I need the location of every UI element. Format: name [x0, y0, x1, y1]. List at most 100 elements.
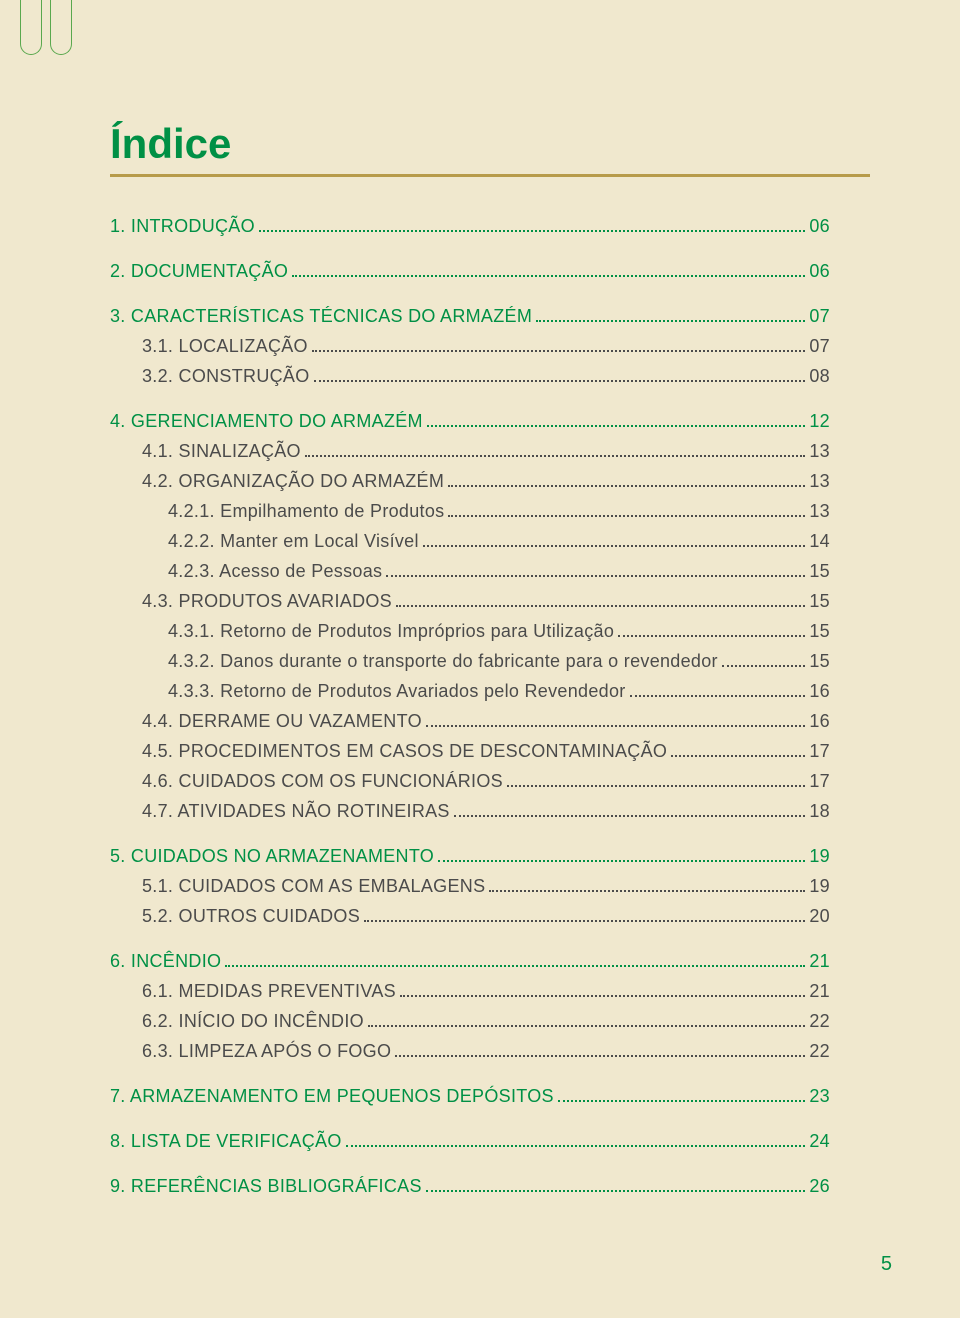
toc-leader-dots: [426, 1179, 806, 1193]
toc-subentry: 4.4. DERRAME OU VAZAMENTO 16: [110, 708, 830, 735]
toc-label: 4.3.2. Danos durante o transporte do fab…: [168, 648, 718, 675]
toc-page: 15: [809, 558, 830, 585]
toc-leader-dots: [426, 714, 805, 728]
toc-leader-dots: [722, 654, 806, 668]
toc-page: 12: [809, 408, 830, 435]
toc-page: 13: [809, 468, 830, 495]
toc-subentry: 4.2.1. Empilhamento de Produtos 13: [110, 498, 830, 525]
toc-leader-dots: [314, 369, 806, 383]
toc-label: 6.1. MEDIDAS PREVENTIVAS: [142, 978, 396, 1005]
toc-label: 4.2. ORGANIZAÇÃO DO ARMAZÉM: [142, 468, 444, 495]
toc-leader-dots: [312, 339, 806, 353]
toc-leader-dots: [438, 849, 805, 863]
toc-page: 22: [809, 1008, 830, 1035]
toc-leader-dots: [489, 879, 805, 893]
toc-page: 13: [809, 498, 830, 525]
toc-section: 1. INTRODUÇÃO 06: [110, 213, 830, 240]
toc-page: 07: [809, 303, 830, 330]
toc-page: 24: [809, 1128, 830, 1155]
toc-leader-dots: [671, 744, 805, 758]
toc-page: 16: [809, 678, 830, 705]
toc-label: 6.2. INÍCIO DO INCÊNDIO: [142, 1008, 364, 1035]
toc-label: 3. CARACTERÍSTICAS TÉCNICAS DO ARMAZÉM: [110, 303, 532, 330]
toc-label: 4. GERENCIAMENTO DO ARMAZÉM: [110, 408, 423, 435]
toc-subentry: 4.3.1. Retorno de Produtos Impróprios pa…: [110, 618, 830, 645]
toc-page: 06: [809, 258, 830, 285]
toc-leader-dots: [305, 444, 806, 458]
toc-page: 08: [809, 363, 830, 390]
toc-subentry: 4.2.2. Manter em Local Visível 14: [110, 528, 830, 555]
toc-label: 9. REFERÊNCIAS BIBLIOGRÁFICAS: [110, 1173, 422, 1200]
toc-leader-dots: [448, 474, 805, 488]
toc-label: 5.2. OUTROS CUIDADOS: [142, 903, 360, 930]
toc-label: 6.3. LIMPEZA APÓS O FOGO: [142, 1038, 391, 1065]
toc-subentry: 3.2. CONSTRUÇÃO08: [110, 363, 830, 390]
toc-leader-dots: [386, 564, 805, 578]
toc-leader-dots: [427, 414, 806, 428]
toc-label: 1. INTRODUÇÃO: [110, 213, 255, 240]
toc-subentry: 4.1. SINALIZAÇÃO13: [110, 438, 830, 465]
toc-label: 6. INCÊNDIO: [110, 948, 221, 975]
toc-section: 7. ARMAZENAMENTO EM PEQUENOS DEPÓSITOS23: [110, 1083, 830, 1110]
toc-label: 4.2.1. Empilhamento de Produtos: [168, 498, 444, 525]
toc-leader-dots: [558, 1089, 806, 1103]
page-number: 5: [881, 1253, 892, 1276]
toc-label: 4.5. PROCEDIMENTOS EM CASOS DE DESCONTAM…: [142, 738, 667, 765]
toc-leader-dots: [396, 594, 805, 608]
toc-page: 16: [809, 708, 830, 735]
toc-subentry: 3.1. LOCALIZAÇÃO07: [110, 333, 830, 360]
toc-leader-dots: [400, 984, 805, 998]
toc-label: 4.1. SINALIZAÇÃO: [142, 438, 301, 465]
toc-leader-dots: [423, 534, 806, 548]
toc-section: 2. DOCUMENTAÇÃO 06: [110, 258, 830, 285]
toc-leader-dots: [618, 624, 805, 638]
toc-subentry: 6.3. LIMPEZA APÓS O FOGO 22: [110, 1038, 830, 1065]
toc-section: 6. INCÊNDIO 21: [110, 948, 830, 975]
toc-leader-dots: [368, 1014, 805, 1028]
toc-page: 17: [809, 738, 830, 765]
toc-leader-dots: [259, 219, 805, 233]
toc-subentry: 5.1. CUIDADOS COM AS EMBALAGENS 19: [110, 873, 830, 900]
toc-subentry: 4.7. ATIVIDADES NÃO ROTINEIRAS 18: [110, 798, 830, 825]
toc-page: 21: [809, 978, 830, 1005]
toc-page: 19: [809, 843, 830, 870]
toc-page: 19: [809, 873, 830, 900]
toc-page: 14: [809, 528, 830, 555]
toc-leader-dots: [292, 264, 805, 278]
title-underline: [110, 174, 870, 177]
toc-page: 22: [809, 1038, 830, 1065]
toc-subentry: 4.3. PRODUTOS AVARIADOS15: [110, 588, 830, 615]
toc-page: 15: [809, 648, 830, 675]
toc-label: 7. ARMAZENAMENTO EM PEQUENOS DEPÓSITOS: [110, 1083, 554, 1110]
toc-leader-dots: [448, 504, 805, 518]
toc-subentry: 4.5. PROCEDIMENTOS EM CASOS DE DESCONTAM…: [110, 738, 830, 765]
toc-page: 21: [809, 948, 830, 975]
toc-label: 4.3.1. Retorno de Produtos Impróprios pa…: [168, 618, 614, 645]
toc-page: 06: [809, 213, 830, 240]
toc-label: 4.3. PRODUTOS AVARIADOS: [142, 588, 392, 615]
toc-subentry: 6.2. INÍCIO DO INCÊNDIO 22: [110, 1008, 830, 1035]
toc-label: 4.6. CUIDADOS COM OS FUNCIONÁRIOS: [142, 768, 503, 795]
toc-leader-dots: [630, 684, 806, 698]
toc-section: 8. LISTA DE VERIFICAÇÃO 24: [110, 1128, 830, 1155]
toc-leader-dots: [454, 804, 806, 818]
toc-label: 4.7. ATIVIDADES NÃO ROTINEIRAS: [142, 798, 450, 825]
toc-section: 4. GERENCIAMENTO DO ARMAZÉM 12: [110, 408, 830, 435]
toc-leader-dots: [346, 1134, 806, 1148]
toc-label: 5.1. CUIDADOS COM AS EMBALAGENS: [142, 873, 485, 900]
toc-label: 4.4. DERRAME OU VAZAMENTO: [142, 708, 422, 735]
toc-leader-dots: [364, 909, 805, 923]
toc-page: 20: [809, 903, 830, 930]
toc-page: 18: [809, 798, 830, 825]
tab-shape: [20, 0, 42, 55]
toc-subentry: 5.2. OUTROS CUIDADOS 20: [110, 903, 830, 930]
toc-section: 5. CUIDADOS NO ARMAZENAMENTO19: [110, 843, 830, 870]
toc-label: 2. DOCUMENTAÇÃO: [110, 258, 288, 285]
toc-page: 17: [809, 768, 830, 795]
toc-page: 26: [809, 1173, 830, 1200]
toc-list: 1. INTRODUÇÃO 06 2. DOCUMENTAÇÃO 06 3. CARAC…: [110, 213, 830, 1200]
toc-label: 3.1. LOCALIZAÇÃO: [142, 333, 308, 360]
page-content: Índice 1. INTRODUÇÃO062. DOCUMENTAÇÃO063…: [110, 120, 830, 1203]
toc-label: 8. LISTA DE VERIFICAÇÃO: [110, 1128, 342, 1155]
toc-label: 4.2.2. Manter em Local Visível: [168, 528, 419, 555]
